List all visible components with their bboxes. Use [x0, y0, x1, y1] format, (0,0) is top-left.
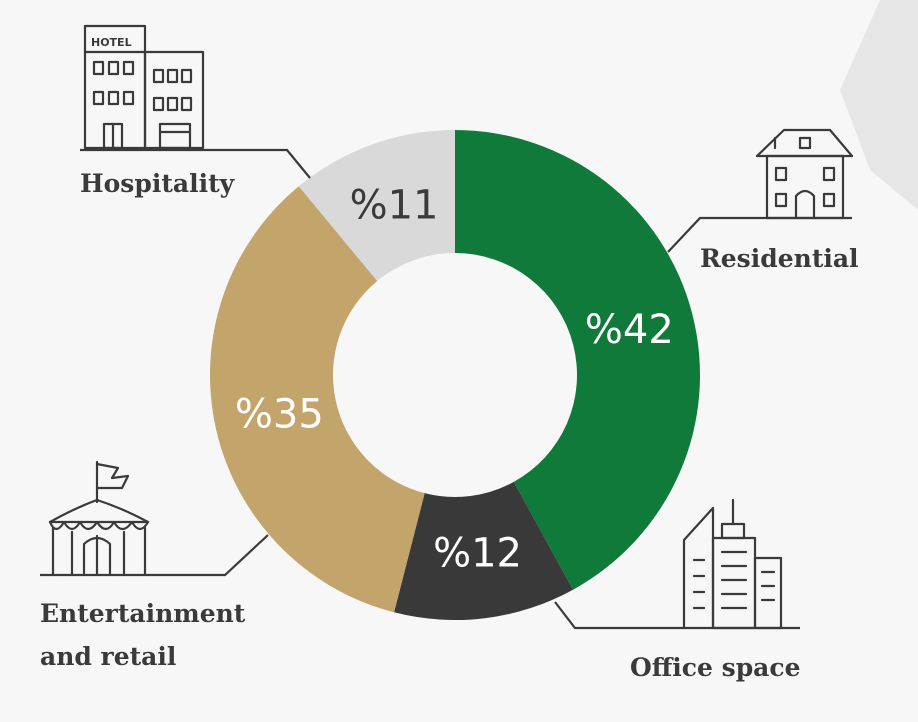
value-label-entertainment: %35: [235, 391, 324, 437]
background-decoration: [840, 0, 918, 210]
slice-residential: [455, 130, 700, 590]
entertainment-leader: [40, 534, 269, 577]
percent-labels: %42 %12 %35 %11: [235, 183, 674, 577]
donut-slices: [209, 130, 700, 620]
slice-office: [394, 481, 574, 620]
hospitality-label: Hospitality: [80, 169, 236, 198]
office-label: Office space: [630, 653, 801, 682]
value-label-residential: %42: [585, 307, 674, 353]
hotel-icon: HOTEL: [83, 24, 205, 150]
slice-entertainment: [209, 186, 425, 613]
value-label-hospitality: %11: [350, 183, 439, 229]
hospitality-leader: [80, 148, 311, 179]
entertainment-label-line1: Entertainment: [40, 599, 246, 628]
circus-tent-icon: [48, 460, 150, 577]
slice-hospitality: [298, 130, 455, 281]
residential-label: Residential: [700, 244, 859, 273]
hotel-icon-text: HOTEL: [91, 36, 132, 49]
value-label-office: %12: [433, 531, 522, 577]
office-leader: [554, 601, 800, 630]
office-building-icon: [682, 498, 783, 630]
entertainment-label-line2: and retail: [40, 642, 176, 671]
house-icon: [755, 128, 854, 220]
